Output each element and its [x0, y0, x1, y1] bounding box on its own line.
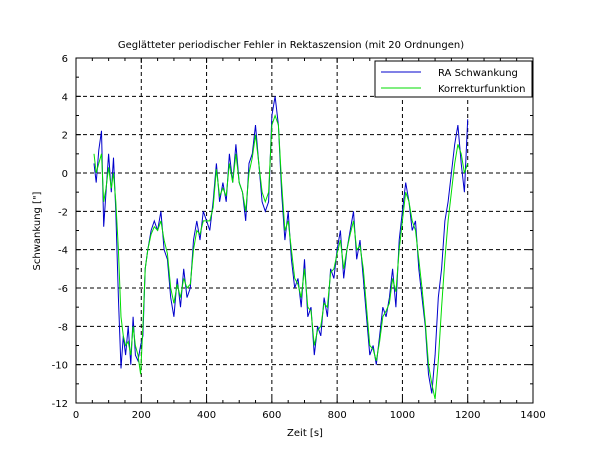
- x-tick-label: 800: [328, 410, 347, 421]
- x-tick-label: 1200: [455, 410, 480, 421]
- y-tick-label: -6: [58, 284, 68, 295]
- y-tick-label: -4: [58, 246, 68, 257]
- legend: RA Schwankung Korrekturfunktion: [374, 60, 533, 98]
- x-tick-label: 1000: [390, 410, 415, 421]
- y-tick-label: -8: [58, 322, 68, 333]
- series-group: [93, 96, 469, 400]
- x-tick-label: 200: [132, 410, 151, 421]
- legend-box: [374, 60, 533, 98]
- y-axis-label: Schwankung ["]: [32, 191, 43, 270]
- y-tick-label: -10: [52, 361, 68, 372]
- x-tick-label: 1400: [520, 410, 545, 421]
- y-tick-label: 2: [62, 131, 68, 142]
- y-tick-label: -2: [58, 207, 68, 218]
- y-tick-label: 6: [62, 54, 68, 65]
- chart-title: Geglätteter periodischer Fehler in Rekta…: [118, 40, 464, 51]
- x-tick-label: 0: [73, 410, 79, 421]
- x-tick-label: 400: [197, 410, 216, 421]
- legend-label-ra-schwankung: RA Schwankung: [438, 68, 518, 79]
- x-tick-label: 600: [262, 410, 281, 421]
- axes: 0 200 400 600 800 1000 1200 1400 -12 -10 -8 -6 -4 -2 0…: [52, 54, 546, 421]
- legend-label-korrekturfunktion: Korrekturfunktion: [438, 84, 525, 95]
- series-line-korrekturfunktion: [93, 113, 469, 400]
- y-tick-label: 4: [62, 92, 68, 103]
- y-tick-label: -12: [52, 399, 68, 410]
- x-axis-label: Zeit [s]: [287, 428, 323, 439]
- y-tick-label: 0: [62, 169, 68, 180]
